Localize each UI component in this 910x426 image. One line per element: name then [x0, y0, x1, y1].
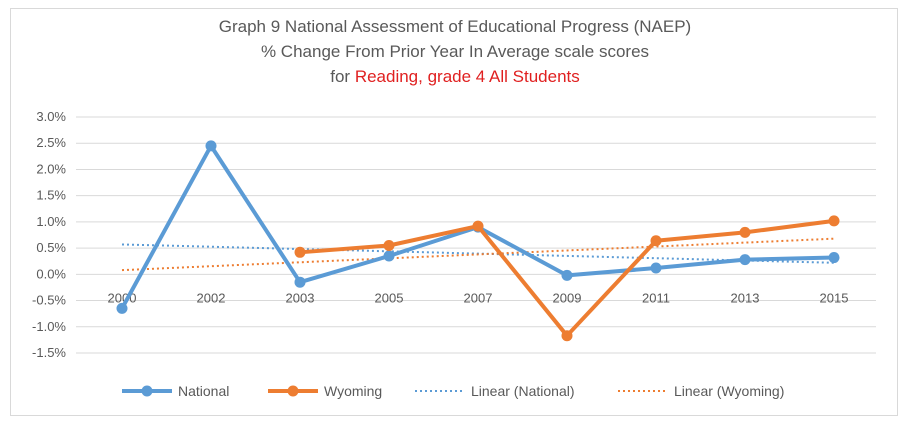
data-point [294, 276, 306, 288]
title-line-3-highlight: Reading, grade 4 All Students [354, 67, 580, 86]
data-point [294, 246, 306, 258]
data-point [116, 302, 128, 314]
data-point [472, 220, 484, 232]
legend-swatch-marker [141, 385, 153, 397]
y-tick-label: -1.0% [32, 319, 66, 334]
x-tick-label: 2009 [553, 290, 582, 305]
title-line-3-prefix: for [330, 67, 351, 86]
x-tick-label: 2011 [642, 290, 670, 305]
y-tick-label: 1.0% [36, 214, 66, 229]
x-tick-label: 2013 [731, 290, 760, 305]
chart-frame [10, 8, 898, 416]
legend-label: Wyoming [324, 383, 382, 399]
x-tick-label: 2002 [197, 290, 226, 305]
legend-label: Linear (Wyoming) [674, 383, 784, 399]
legend-label: National [178, 383, 229, 399]
data-point [561, 269, 573, 281]
x-tick-label: 2015 [820, 290, 849, 305]
title-line-2: % Change From Prior Year In Average scal… [260, 42, 650, 61]
y-tick-label: -0.5% [32, 293, 66, 308]
data-point [739, 254, 751, 266]
legend-label: Linear (National) [471, 383, 575, 399]
y-tick-label: 2.0% [36, 161, 66, 176]
y-tick-label: 0.5% [36, 240, 66, 255]
data-point [205, 140, 217, 152]
y-tick-label: 2.5% [36, 135, 66, 150]
x-tick-label: 2007 [464, 290, 493, 305]
y-tick-label: 1.5% [36, 188, 66, 203]
title-line-1: Graph 9 National Assessment of Education… [218, 17, 692, 36]
x-tick-label: 2003 [286, 290, 315, 305]
y-tick-label: -1.5% [32, 345, 66, 360]
data-point [383, 239, 395, 251]
y-tick-label: 3.0% [36, 109, 66, 124]
title-line-3: for Reading, grade 4 All Students [0, 64, 910, 89]
trendline [121, 237, 835, 272]
chart-title: Graph 9 National Assessment of Education… [0, 14, 910, 89]
data-point [650, 262, 662, 274]
y-tick-label: 0.0% [36, 266, 66, 281]
data-point [739, 226, 751, 238]
data-point [561, 330, 573, 342]
x-tick-label: 2005 [375, 290, 404, 305]
data-point [383, 250, 395, 262]
data-point [828, 215, 840, 227]
legend-swatch-marker [287, 385, 299, 397]
data-point [650, 235, 662, 247]
data-point [828, 252, 840, 264]
